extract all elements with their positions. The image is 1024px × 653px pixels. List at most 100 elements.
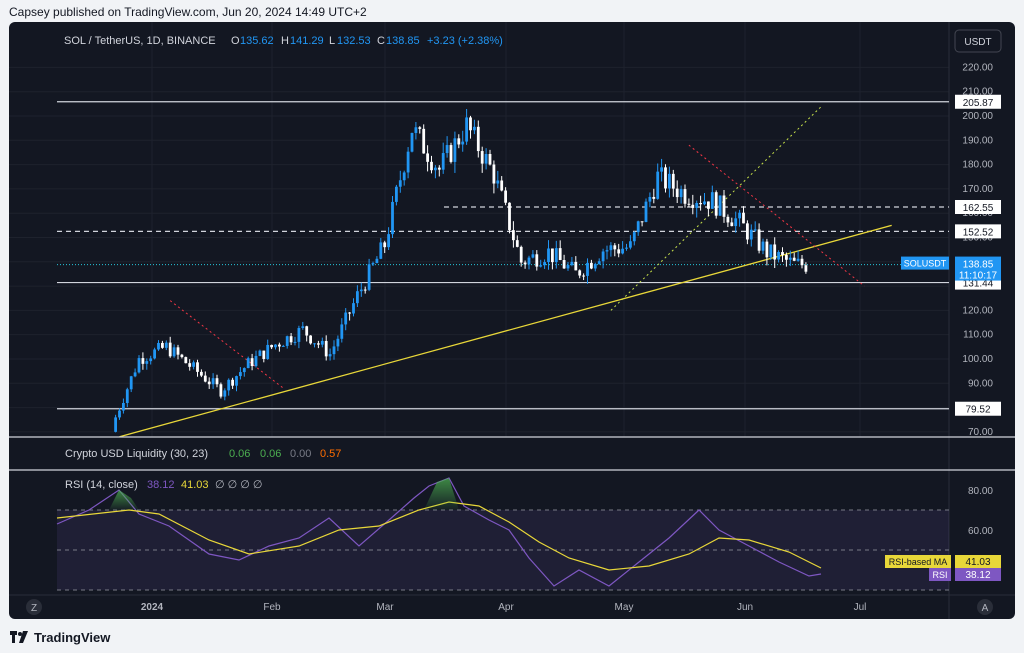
time-label-mar: Mar xyxy=(376,602,394,613)
candle-body xyxy=(437,167,441,170)
candle-body xyxy=(683,189,687,204)
candle-body xyxy=(122,403,125,411)
price-tick-label: 120.00 xyxy=(962,305,993,316)
candle-body xyxy=(726,216,730,223)
rsi-ma-tag xyxy=(885,555,951,568)
price-axis[interactable]: 220.00210.00200.00190.00180.00170.00160.… xyxy=(962,62,993,437)
candle-body xyxy=(223,390,227,397)
candle-body xyxy=(632,232,636,242)
candle-body xyxy=(699,203,702,205)
time-label-apr: Apr xyxy=(498,602,514,613)
chart-svg[interactable]: SOL / TetherUS, 1D, BINANCE O 135.62 H 1… xyxy=(9,22,1015,619)
candle-body xyxy=(515,240,519,247)
candle-body xyxy=(414,127,418,133)
candle-body xyxy=(313,343,316,345)
candle-body xyxy=(246,358,250,369)
o-value: 135.62 xyxy=(240,35,274,47)
candle-body xyxy=(504,190,507,203)
currency-button-label: USDT xyxy=(964,37,991,48)
candle-body xyxy=(765,241,769,258)
candle-body xyxy=(231,379,234,386)
level-tag-value: 205.87 xyxy=(963,98,994,109)
candle-body xyxy=(512,230,515,241)
rsi-ma-value-tag xyxy=(955,555,1001,568)
candle-body xyxy=(320,340,324,345)
rsi-band xyxy=(57,510,949,590)
tradingview-logo-icon xyxy=(10,631,28,643)
candle-body xyxy=(671,173,675,189)
symbol-label: SOL / TetherUS, 1D, BINANCE xyxy=(64,35,216,47)
price-tick-label: 200.00 xyxy=(962,111,993,122)
time-axis[interactable]: 2024 Feb Mar Apr May Jun Jul xyxy=(141,602,867,613)
o-label: O xyxy=(231,35,240,47)
candle-body xyxy=(582,275,585,277)
candle-body xyxy=(188,363,192,367)
candle-body xyxy=(675,188,679,198)
chart-frame[interactable]: SOL / TetherUS, 1D, BINANCE O 135.62 H 1… xyxy=(9,22,1015,619)
footer-brand: TradingView xyxy=(34,629,111,645)
time-label-may: May xyxy=(615,602,634,613)
candle-body xyxy=(133,372,137,377)
candle-body xyxy=(788,257,792,260)
candles xyxy=(114,109,808,433)
candle-body xyxy=(531,254,535,258)
h-value: 141.29 xyxy=(290,35,324,47)
candle-body xyxy=(469,117,472,131)
candle-body xyxy=(769,244,773,258)
level-tag-value: 162.55 xyxy=(963,203,994,214)
candle-body xyxy=(336,338,340,347)
candle-body xyxy=(656,171,660,199)
candle-body xyxy=(340,324,344,339)
candle-body xyxy=(570,261,574,266)
candle-body xyxy=(129,376,133,390)
level-tag-value: 152.52 xyxy=(963,227,994,238)
time-label-jun: Jun xyxy=(737,602,753,613)
candle-body xyxy=(180,354,184,358)
level-tag xyxy=(955,401,1001,416)
price-tags: 205.87 162.55 152.52 131.44 79.52 SOLUSDT 138.… xyxy=(901,94,1001,416)
candle-body xyxy=(352,303,355,314)
candle-body xyxy=(184,357,188,364)
candle-body xyxy=(730,222,734,227)
chart-header: SOL / TetherUS, 1D, BINANCE O 135.62 H 1… xyxy=(64,35,503,47)
descending-resistance-1 xyxy=(169,300,284,389)
candle-body xyxy=(749,229,753,240)
candle-body xyxy=(434,167,437,171)
z-button[interactable]: Z xyxy=(26,599,42,615)
rsi-label: RSI (14, close) xyxy=(65,479,138,491)
candle-body xyxy=(554,248,558,263)
candle-body xyxy=(239,372,242,377)
candle-body xyxy=(757,229,761,251)
liquidity-v1: 0.06 xyxy=(229,448,250,460)
candle-body xyxy=(644,201,648,223)
candle-body xyxy=(289,336,293,343)
auto-scale-button[interactable]: A xyxy=(977,599,993,615)
tradingview-footer[interactable]: TradingView xyxy=(10,628,110,646)
candle-body xyxy=(200,371,203,376)
candle-body xyxy=(242,368,246,373)
price-tick-label: 100.00 xyxy=(962,354,993,365)
candle-body xyxy=(395,186,398,202)
rsi-ma-tag-label: RSI-based MA xyxy=(889,557,948,567)
candle-body xyxy=(441,153,445,170)
candle-body xyxy=(344,312,348,325)
z-button-label: Z xyxy=(31,603,37,614)
candle-body xyxy=(305,326,309,336)
candle-body xyxy=(410,132,414,152)
rsi-empties: ∅ ∅ ∅ ∅ xyxy=(215,479,263,491)
candle-body xyxy=(496,180,500,184)
candle-body xyxy=(192,362,195,367)
candle-body xyxy=(695,203,699,208)
candle-body xyxy=(648,196,652,202)
currency-button[interactable]: USDT xyxy=(954,29,1002,53)
c-label: C xyxy=(377,35,385,47)
candle-body xyxy=(601,251,605,262)
last-price-tag xyxy=(955,256,1001,281)
candle-body xyxy=(617,249,621,254)
candle-body xyxy=(262,350,266,359)
rsi-tick-60: 60.00 xyxy=(968,526,993,537)
candle-body xyxy=(149,358,153,362)
price-tick-label: 170.00 xyxy=(962,184,993,195)
candle-body xyxy=(114,417,117,432)
candle-body xyxy=(137,358,141,373)
